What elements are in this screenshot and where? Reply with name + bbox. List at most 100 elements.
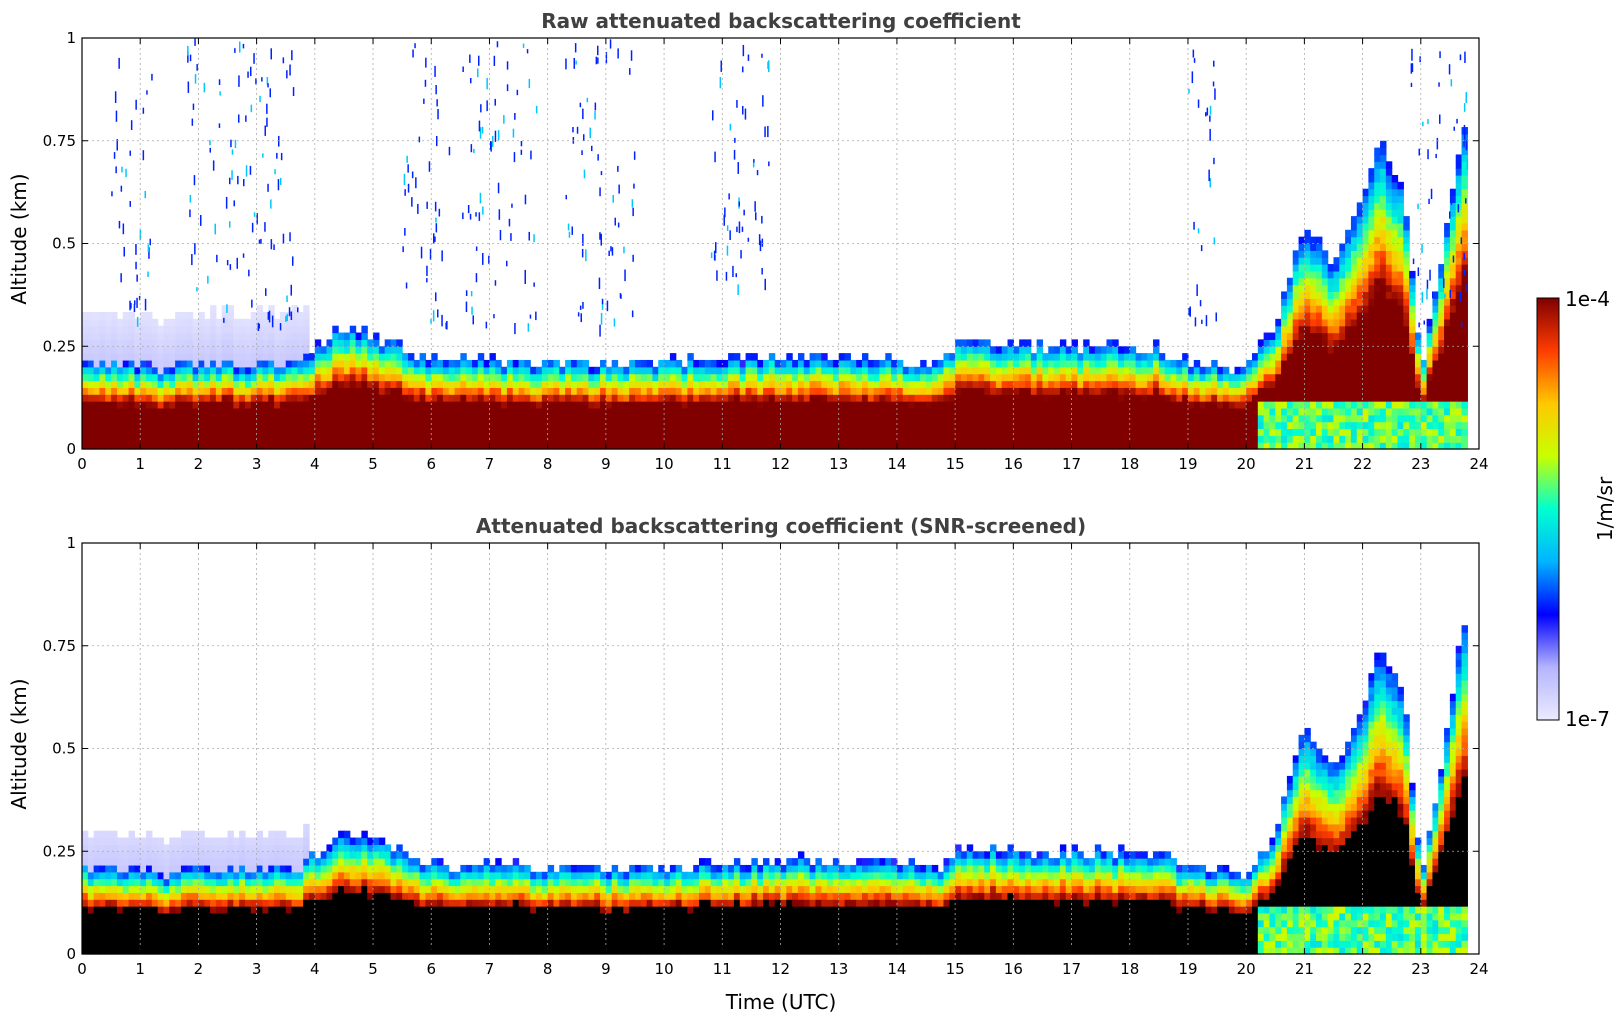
noise-pixel	[1419, 56, 1421, 63]
heatmap-cell	[728, 401, 735, 409]
heatmap-cell	[565, 373, 572, 382]
heatmap-cell	[955, 380, 962, 388]
heatmap-cell	[192, 318, 200, 327]
heatmap-cell	[902, 394, 910, 402]
heatmap-cell	[407, 359, 415, 368]
heatmap-cell	[151, 864, 159, 873]
heatmap-cell	[314, 346, 322, 354]
heatmap-cell	[454, 428, 461, 436]
heatmap-cell	[1286, 284, 1294, 293]
heatmap-cell	[960, 387, 968, 395]
heatmap-cell	[1205, 401, 1212, 409]
heatmap-cell	[861, 442, 869, 450]
heatmap-cell	[1444, 380, 1451, 388]
heatmap-cell	[1409, 305, 1416, 313]
noise-pixel	[755, 212, 757, 221]
heatmap-cell	[326, 401, 333, 409]
heatmap-cell	[460, 394, 467, 402]
heatmap-cell	[617, 373, 624, 382]
heatmap-cell	[763, 359, 770, 368]
heatmap-cell	[111, 353, 118, 361]
heatmap-cell	[995, 414, 1003, 423]
heatmap-cell	[1444, 407, 1451, 416]
heatmap-cell	[1182, 401, 1189, 409]
heatmap-cell	[215, 428, 223, 436]
heatmap-cell	[1368, 401, 1375, 409]
heatmap-cell	[1193, 435, 1201, 443]
heatmap-cell	[1024, 421, 1032, 430]
heatmap-cell	[1211, 387, 1218, 395]
heatmap-cell	[867, 366, 875, 375]
noise-pixel	[265, 288, 267, 296]
heatmap-cell	[844, 407, 851, 416]
noise-pixel	[251, 299, 253, 308]
heatmap-cell	[472, 407, 479, 416]
heatmap-cell	[1118, 435, 1125, 443]
heatmap-cell	[314, 421, 322, 430]
heatmap-cell	[1158, 442, 1166, 450]
heatmap-cell	[1455, 401, 1463, 409]
heatmap-cell	[151, 933, 159, 941]
heatmap-cell	[570, 380, 578, 388]
heatmap-cell	[134, 892, 141, 900]
noise-pixel	[229, 221, 231, 228]
heatmap-cell	[541, 366, 549, 375]
heatmap-cell	[751, 394, 758, 402]
heatmap-cell	[82, 871, 89, 880]
heatmap-cell	[477, 353, 485, 361]
heatmap-cell	[1403, 407, 1410, 416]
heatmap-cell	[192, 339, 200, 347]
heatmap-cell	[541, 380, 549, 388]
heatmap-cell	[1356, 346, 1364, 354]
heatmap-cell	[815, 442, 822, 450]
heatmap-cell	[140, 442, 147, 450]
heatmap-cell	[1263, 346, 1271, 354]
heatmap-cell	[1327, 353, 1335, 361]
heatmap-cell	[547, 414, 555, 423]
heatmap-cell	[1298, 270, 1305, 279]
heatmap-cell	[1461, 216, 1468, 224]
heatmap-cell	[1455, 394, 1463, 402]
heatmap-cell	[146, 332, 153, 340]
heatmap-cell	[856, 373, 863, 382]
noise-pixel	[118, 57, 120, 69]
heatmap-cell	[646, 373, 654, 382]
heatmap-cell	[1333, 264, 1340, 272]
heatmap-cell	[1112, 414, 1119, 423]
heatmap-cell	[1403, 257, 1410, 265]
heatmap-cell	[990, 435, 997, 443]
heatmap-cell	[87, 325, 95, 334]
heatmap-cell	[215, 414, 223, 423]
heatmap-cell	[768, 421, 776, 430]
noise-pixel	[148, 247, 150, 259]
heatmap-cell	[565, 407, 572, 416]
heatmap-cell	[99, 830, 106, 839]
noise-pixel	[250, 104, 253, 113]
heatmap-cell	[233, 380, 240, 388]
heatmap-cell	[658, 394, 665, 402]
heatmap-cell	[361, 325, 368, 334]
heatmap-cell	[338, 407, 345, 416]
heatmap-cell	[675, 373, 683, 382]
heatmap-cell	[1024, 407, 1032, 416]
heatmap-cell	[501, 394, 508, 402]
heatmap-cell	[920, 435, 927, 443]
noise-pixel	[151, 73, 153, 81]
heatmap-cell	[1391, 195, 1399, 203]
heatmap-cell	[297, 353, 304, 361]
heatmap-cell	[704, 373, 712, 382]
heatmap-cell	[955, 428, 962, 436]
heatmap-cell	[454, 435, 461, 443]
heatmap-cell	[774, 394, 782, 402]
noise-pixel	[138, 295, 141, 301]
heatmap-cell	[355, 339, 362, 347]
heatmap-cell	[896, 407, 904, 416]
heatmap-cell	[105, 312, 112, 320]
noise-pixel	[130, 120, 133, 130]
heatmap-cell	[93, 339, 101, 347]
heatmap-cell	[722, 421, 729, 430]
heatmap-cell	[972, 401, 980, 409]
heatmap-cell	[349, 387, 357, 395]
heatmap-cell	[204, 428, 211, 436]
heatmap-cell	[1310, 257, 1317, 265]
